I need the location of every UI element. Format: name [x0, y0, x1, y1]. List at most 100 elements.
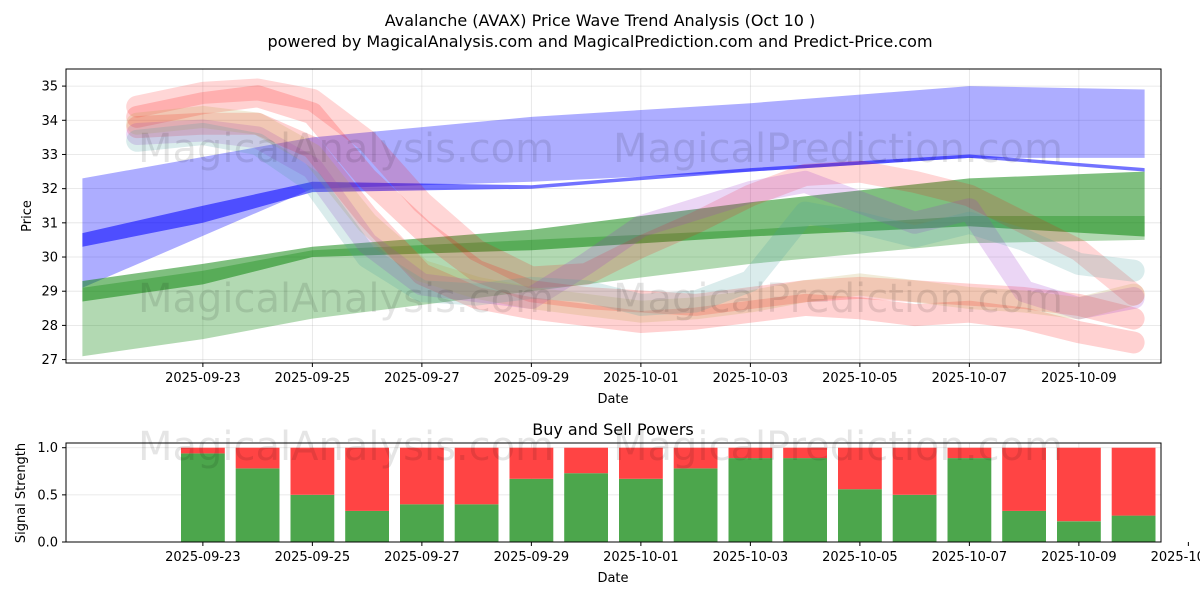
watermark-analysis-bottom: MagicalAnalysis.com: [138, 424, 554, 470]
sell-bar: [400, 447, 444, 505]
buy-bar: [619, 478, 663, 542]
signal-bars: [181, 447, 1156, 542]
signal-x-tick-label: 2025-10-07: [932, 550, 1008, 565]
watermark-prediction-mid: MagicalPrediction.com: [613, 276, 1063, 322]
price-x-tick-label: 2025-10-05: [822, 371, 898, 386]
signal-x-tick-label: 2025-10-01: [603, 550, 679, 565]
signal-x-tick-label: 2025-09-27: [384, 550, 460, 565]
signal-x-tick-label: 2025-10-05: [822, 550, 898, 565]
price-x-tick-label: 2025-10-03: [713, 371, 789, 386]
price-x-axis-label: Date: [597, 392, 628, 407]
series-red-wave-2: [126, 112, 1145, 354]
sell-bar: [892, 447, 937, 495]
sell-bar: [564, 447, 608, 474]
signal-x-tick-label: 2025-09-29: [494, 550, 570, 565]
sell-bar: [947, 447, 992, 459]
sell-bar: [235, 447, 280, 469]
price-axes: 2025-09-23 2025-09-25 2025-09-27 2025-09-29…: [41, 80, 1116, 386]
signal-watermarks: MagicalAnalysis.com MagicalPrediction.co…: [138, 424, 1063, 470]
sell-bar: [619, 447, 663, 479]
series-green-band-lower: [82, 216, 1145, 357]
signal-y-tick-label: 0.0: [37, 536, 58, 551]
watermark-analysis-top: MagicalAnalysis.com: [138, 126, 554, 172]
price-y-tick-label: 32: [41, 182, 58, 197]
chart-subtitle: powered by MagicalAnalysis.com and Magic…: [267, 32, 932, 51]
buy-bar: [290, 494, 335, 542]
sell-bar: [454, 447, 499, 505]
buy-bar: [1057, 521, 1101, 542]
sell-bar: [728, 447, 773, 459]
buy-bar: [1002, 510, 1046, 542]
series-teal-wave: [126, 123, 1145, 316]
buy-bar: [673, 468, 718, 542]
sell-bar: [783, 447, 827, 459]
buy-bar: [345, 510, 389, 542]
sell-bar: [1002, 447, 1046, 511]
buy-bar: [235, 468, 280, 542]
price-x-tick-label: 2025-09-27: [384, 371, 460, 386]
signal-x-tick-label: 2025-10-03: [713, 550, 789, 565]
series-red-wave-1: [126, 85, 1145, 330]
price-x-tick-label: 2025-10-09: [1041, 371, 1117, 386]
price-y-tick-label: 29: [41, 285, 58, 300]
series-blue-band-upper: [82, 86, 1145, 288]
price-y-tick-label: 34: [41, 114, 58, 129]
price-y-tick-label: 31: [41, 216, 58, 231]
signal-plot-frame: [65, 442, 1162, 543]
price-watermarks: MagicalAnalysis.com MagicalPrediction.co…: [138, 126, 1063, 322]
price-y-axis-label: Price: [20, 200, 35, 232]
price-x-tick-label: 2025-10-01: [603, 371, 679, 386]
signal-y-tick-label: 0.5: [37, 488, 58, 503]
price-x-tick-label: 2025-09-25: [275, 371, 351, 386]
sell-bar: [673, 447, 718, 469]
signal-axes: 2025-09-23 2025-09-25 2025-09-27 2025-09-29…: [37, 441, 1200, 565]
signal-y-axis-label: Signal Strength: [14, 443, 29, 543]
sell-bar: [181, 447, 225, 454]
price-y-tick-label: 35: [41, 80, 58, 95]
signal-x-tick-label: 2025-10-11: [1151, 550, 1200, 565]
series-green-band-upper: [82, 171, 1145, 302]
chart-title: Avalanche (AVAX) Price Wave Trend Analys…: [385, 11, 816, 30]
signal-x-axis-label: Date: [597, 571, 628, 586]
sell-bar: [1111, 447, 1156, 516]
signal-x-tick-label: 2025-09-25: [275, 550, 351, 565]
series-olive-wave: [126, 105, 1145, 323]
series-red-wave-3: [126, 78, 1145, 306]
buy-bar: [892, 494, 937, 542]
buy-bar: [509, 478, 554, 542]
buy-bar: [947, 458, 992, 542]
sell-bar: [345, 447, 389, 511]
price-x-tick-label: 2025-09-29: [494, 371, 570, 386]
price-x-tick-label: 2025-09-23: [165, 371, 241, 386]
buy-bar: [783, 458, 827, 542]
signal-y-tick-label: 1.0: [37, 441, 58, 456]
buy-bar: [400, 504, 444, 542]
watermark-prediction-bottom: MagicalPrediction.com: [613, 424, 1063, 470]
buy-bar: [181, 453, 225, 542]
sell-bar: [838, 447, 882, 490]
buy-bar: [728, 458, 773, 542]
signal-x-tick-label: 2025-09-23: [165, 550, 241, 565]
price-x-tick-label: 2025-10-07: [932, 371, 1008, 386]
price-y-tick-label: 28: [41, 319, 58, 334]
buy-bar: [564, 473, 608, 542]
series-purple-wave: [126, 119, 1145, 320]
sell-bar: [290, 447, 335, 495]
buy-bar: [1111, 515, 1156, 542]
price-series: [82, 78, 1145, 357]
buy-bar: [838, 489, 882, 542]
price-y-tick-label: 30: [41, 251, 58, 266]
price-y-tick-label: 27: [41, 353, 58, 368]
sell-bar: [509, 447, 554, 479]
buy-bar: [454, 504, 499, 542]
price-plot-frame: [65, 68, 1162, 364]
signal-chart-title: Buy and Sell Powers: [532, 420, 694, 439]
price-chart: MagicalAnalysis.com MagicalPrediction.co…: [20, 68, 1162, 407]
price-y-tick-label: 33: [41, 148, 58, 163]
watermark-prediction-top: MagicalPrediction.com: [613, 126, 1063, 172]
sell-bar: [1057, 447, 1101, 522]
signal-chart: Buy and Sell Powers MagicalAnalysis.com …: [14, 420, 1200, 586]
signal-x-tick-label: 2025-10-09: [1041, 550, 1117, 565]
watermark-analysis-mid: MagicalAnalysis.com: [138, 276, 554, 322]
